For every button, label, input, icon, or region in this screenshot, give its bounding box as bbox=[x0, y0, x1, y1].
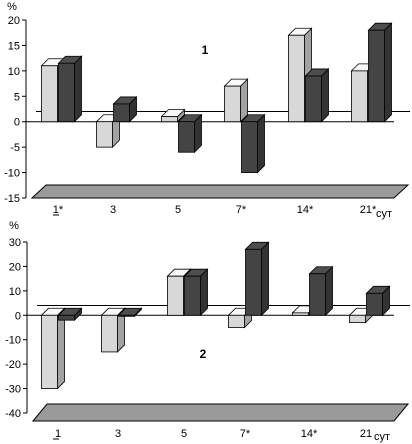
bar-dark bbox=[367, 22, 393, 123]
bar-dark bbox=[240, 113, 266, 174]
bar-front bbox=[349, 314, 366, 324]
y-tick-label: 0 bbox=[14, 117, 20, 129]
bar-front bbox=[351, 70, 368, 123]
y-tick-label: 0 bbox=[15, 310, 21, 322]
y-tick-label: -30 bbox=[5, 384, 21, 396]
chart-panel-1: -15 -10 -5 0 5 10 15 20 1* 3 5 7* 14* 21*% сут 1 bbox=[4, 1, 410, 220]
x-tick-label: 3 bbox=[115, 428, 121, 440]
bar-dark bbox=[183, 268, 209, 317]
y-tick-label: -20 bbox=[5, 359, 21, 371]
y-tick-label: -10 bbox=[5, 335, 21, 347]
bar-front bbox=[41, 65, 58, 123]
panel-number: 1 bbox=[202, 43, 209, 57]
bar-front bbox=[101, 314, 118, 353]
y-unit-label: % bbox=[7, 1, 17, 13]
bar-front bbox=[309, 273, 326, 316]
bar-dark bbox=[365, 285, 391, 317]
bar-front bbox=[245, 248, 262, 316]
bar-front bbox=[178, 121, 195, 153]
bar-front bbox=[58, 62, 75, 123]
y-tick-label: -15 bbox=[4, 193, 20, 205]
x-tick-label: 1 bbox=[55, 428, 61, 440]
bar-side bbox=[257, 113, 265, 174]
x-tick-label: 5 bbox=[181, 428, 187, 440]
y-tick-label: -10 bbox=[4, 168, 20, 180]
bar-front bbox=[96, 121, 113, 148]
y-tick-label: -5 bbox=[10, 142, 20, 154]
y-tick-label: 15 bbox=[8, 40, 20, 52]
y-tick-label: 10 bbox=[8, 66, 20, 78]
x-tick-label: 1* bbox=[53, 204, 64, 216]
y-tick-label: 20 bbox=[8, 15, 20, 27]
bar-side bbox=[384, 22, 392, 123]
bar-front bbox=[161, 116, 178, 123]
bar-light bbox=[223, 78, 249, 123]
bar-dark bbox=[112, 95, 138, 123]
bar-side bbox=[200, 268, 208, 317]
x-tick-label: 14* bbox=[301, 428, 318, 440]
x-tick-label: 5 bbox=[175, 204, 181, 216]
bar-front bbox=[118, 314, 135, 317]
y-tick-label: 5 bbox=[14, 91, 20, 103]
bar-dark bbox=[117, 307, 143, 318]
bar-front bbox=[366, 292, 383, 316]
bar-light bbox=[160, 108, 186, 123]
bar-light bbox=[100, 307, 126, 353]
y-tick-label: -40 bbox=[5, 408, 21, 420]
x-tick-label: 3 bbox=[110, 204, 116, 216]
y-tick-label: 10 bbox=[9, 286, 21, 298]
bar-front bbox=[41, 314, 58, 389]
bar-front bbox=[241, 121, 258, 173]
bar-dark bbox=[57, 307, 83, 322]
bar-front bbox=[113, 103, 130, 123]
bar-side bbox=[261, 241, 269, 317]
bar-dark bbox=[304, 67, 330, 123]
bar-dark bbox=[244, 241, 270, 317]
y-unit-label: % bbox=[9, 220, 19, 232]
x-tick-label: 21* bbox=[360, 204, 377, 216]
bar-side bbox=[74, 55, 82, 123]
x-tick-label: 7* bbox=[240, 428, 251, 440]
bar-front bbox=[224, 85, 241, 123]
chart-floor bbox=[31, 403, 410, 422]
bar-dark bbox=[177, 113, 203, 154]
bar-light bbox=[227, 307, 253, 329]
x-tick-label: 14* bbox=[297, 204, 314, 216]
bar-front bbox=[167, 275, 184, 316]
bar-side bbox=[325, 265, 333, 317]
bar-dark bbox=[308, 265, 334, 317]
y-tick-label: 20 bbox=[9, 261, 21, 273]
bar-light bbox=[40, 307, 66, 390]
chart-panel-2: -40 -30 -20 -10 0 10 20 30 1 3 5 7* 14* 21% сут 2 bbox=[5, 220, 410, 443]
x-tick-label: 7* bbox=[236, 204, 247, 216]
bar-dark bbox=[57, 55, 83, 123]
bar-front bbox=[58, 314, 75, 321]
y-tick-label: 30 bbox=[9, 237, 21, 249]
panel-number: 2 bbox=[200, 347, 207, 361]
chart-floor bbox=[30, 184, 410, 199]
bar-front bbox=[184, 275, 201, 316]
bar-front bbox=[228, 314, 245, 328]
bar-front bbox=[305, 75, 322, 123]
x-unit-label: сут bbox=[374, 431, 390, 443]
x-tick-label: 21 bbox=[360, 428, 372, 440]
bar-front bbox=[288, 34, 305, 123]
bar-front bbox=[368, 29, 385, 123]
bar-side bbox=[321, 67, 329, 123]
x-unit-label: сут bbox=[376, 208, 392, 220]
bar-front bbox=[292, 312, 309, 316]
